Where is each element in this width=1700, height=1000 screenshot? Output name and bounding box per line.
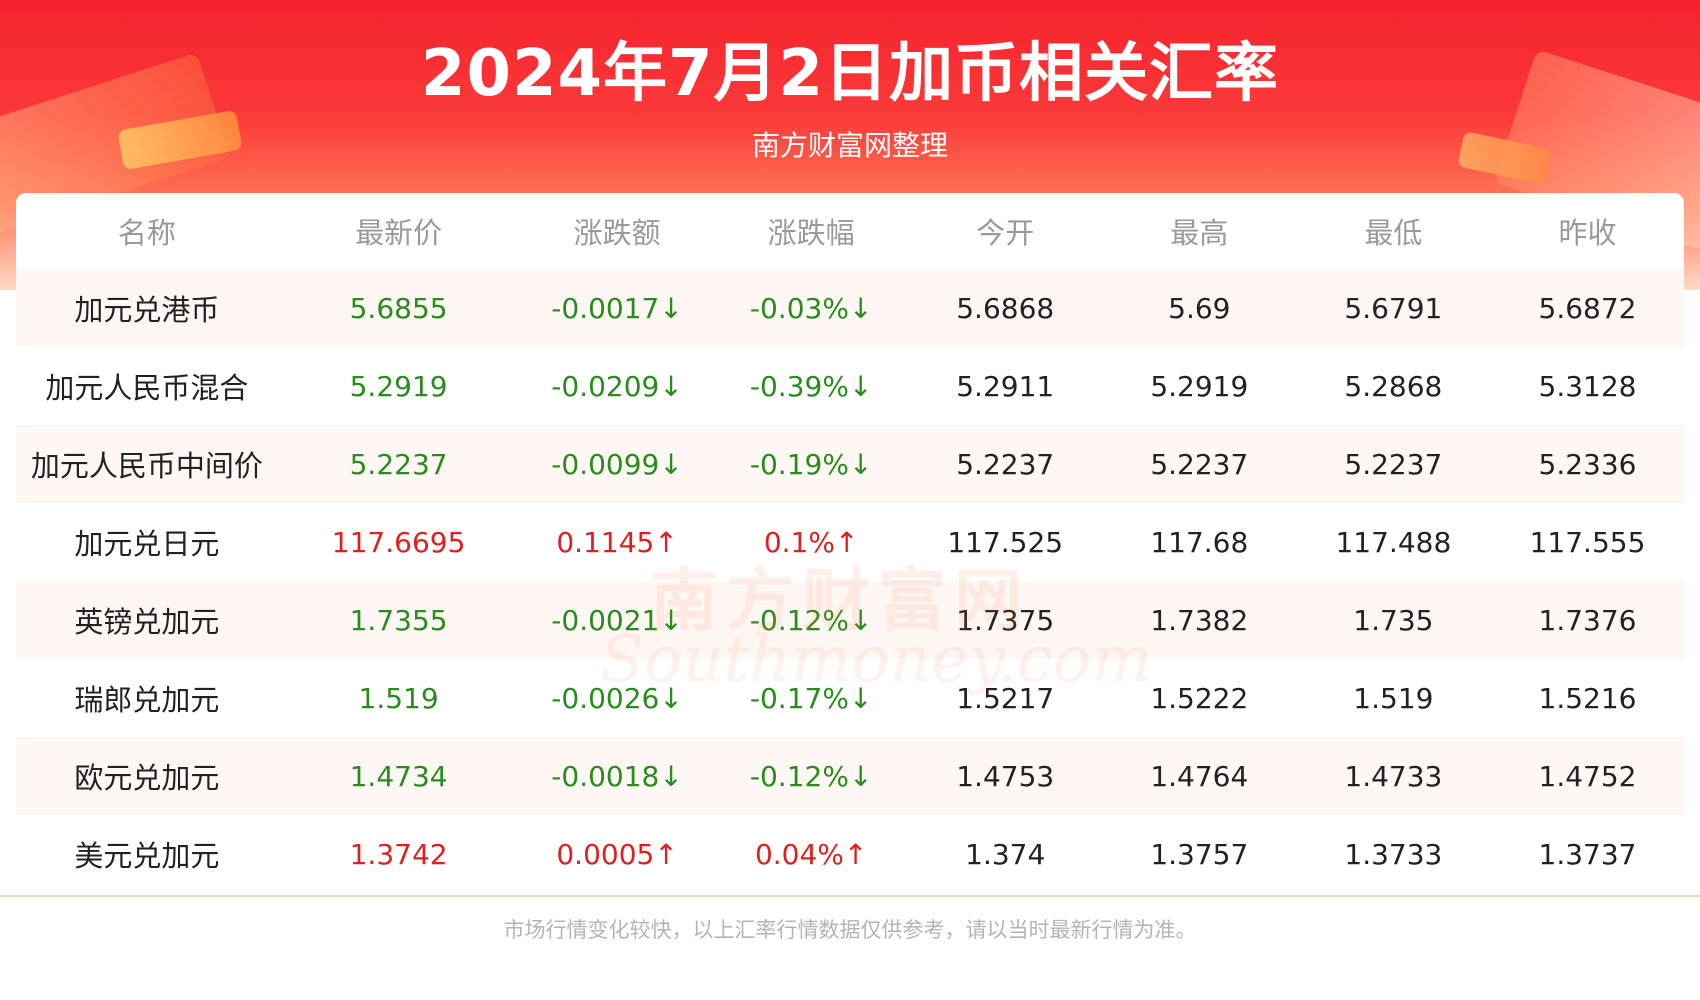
cell-name: 加元兑港币 xyxy=(16,269,278,347)
cell-change-pct: 0.04%↑ xyxy=(754,837,868,871)
cell-prev-close: 1.5216 xyxy=(1538,681,1637,715)
cell-latest: 1.3742 xyxy=(349,837,448,871)
cell-low: 1.519 xyxy=(1353,681,1434,715)
cell-change-pct: 0.1%↑ xyxy=(763,525,859,559)
page-subtitle: 南方财富网整理 xyxy=(751,129,948,162)
table-body: 加元兑港币 5.6855 -0.0017↓ -0.03%↓ 5.6868 5.69 5.67… xyxy=(16,269,1684,893)
column-header-latest: 最新价 xyxy=(355,216,443,250)
table-header: 名称 最新价 涨跌额 涨跌幅 今开 最高 最低 昨收 xyxy=(16,193,1684,269)
cell-change: -0.0209↓ xyxy=(551,369,683,403)
cell-open: 1.374 xyxy=(965,837,1046,871)
table-row: 欧元兑加元 1.4734 -0.0018↓ -0.12%↓ 1.4753 1.4764 1.… xyxy=(16,737,1684,815)
cell-prev-close: 117.555 xyxy=(1529,525,1646,559)
column-header-open: 今开 xyxy=(976,216,1035,250)
cell-change-pct: -0.12%↓ xyxy=(714,737,908,815)
cell-change-pct: -0.39%↓ xyxy=(749,369,873,403)
table-row: 加元人民币混合 5.2919 -0.0209↓ -0.39%↓ 5.2911 5.2919… xyxy=(16,347,1684,425)
cell-low: 1.3733 xyxy=(1344,837,1443,871)
cell-change-pct: -0.12%↓ xyxy=(714,581,908,659)
column-header-change-pct: 涨跌幅 xyxy=(767,216,855,250)
cell-name: 加元兑日元 xyxy=(74,527,220,561)
footer-divider xyxy=(0,895,1700,897)
cell-prev-close: 5.3128 xyxy=(1538,369,1637,403)
table-row: 美元兑加元 1.3742 0.0005↑ 0.04%↑ 1.374 1.3757 1.373… xyxy=(16,815,1684,893)
cell-prev-close: 5.2336 xyxy=(1490,425,1684,503)
column-header-change: 涨跌额 xyxy=(573,216,661,250)
cell-change: -0.0026↓ xyxy=(551,681,683,715)
cell-latest: 5.2919 xyxy=(349,369,448,403)
cell-high: 5.69 xyxy=(1102,269,1296,347)
cell-low: 5.6791 xyxy=(1295,269,1491,347)
cell-change-pct: -0.19%↓ xyxy=(714,425,908,503)
cell-latest: 1.4734 xyxy=(277,737,520,815)
table-row: 英镑兑加元 1.7355 -0.0021↓ -0.12%↓ 1.7375 1.7382 1.… xyxy=(16,581,1684,659)
table-row: 加元兑港币 5.6855 -0.0017↓ -0.03%↓ 5.6868 5.69 5.67… xyxy=(16,269,1684,347)
cell-high: 1.5222 xyxy=(1150,681,1249,715)
cell-open: 5.2237 xyxy=(907,425,1103,503)
cell-high: 1.4764 xyxy=(1102,737,1296,815)
cell-latest: 1.519 xyxy=(358,681,439,715)
cell-open: 1.7375 xyxy=(907,581,1103,659)
cell-prev-close: 1.7376 xyxy=(1490,581,1684,659)
cell-open: 1.4753 xyxy=(907,737,1103,815)
cell-change: -0.0017↓ xyxy=(519,269,715,347)
cell-change: 0.0005↑ xyxy=(556,837,678,871)
cell-name: 欧元兑加元 xyxy=(16,737,278,815)
cell-open: 5.2911 xyxy=(956,369,1055,403)
cell-change-pct: -0.03%↓ xyxy=(714,269,908,347)
cell-name: 加元人民币中间价 xyxy=(16,425,278,503)
cell-change: -0.0021↓ xyxy=(519,581,715,659)
cell-latest: 5.6855 xyxy=(277,269,520,347)
cell-change: 0.1145↑ xyxy=(556,525,678,559)
cell-prev-close: 1.4752 xyxy=(1490,737,1684,815)
cell-change: -0.0018↓ xyxy=(519,737,715,815)
column-header-prev-close: 昨收 xyxy=(1558,216,1617,250)
exchange-rate-table: 名称 最新价 涨跌额 涨跌幅 今开 最高 最低 昨收 加元兑港币 5.6855 -0… xyxy=(16,193,1684,893)
cell-low: 5.2237 xyxy=(1295,425,1491,503)
cell-low: 1.735 xyxy=(1295,581,1491,659)
table-row: 瑞郎兑加元 1.519 -0.0026↓ -0.17%↓ 1.5217 1.5222 1.5… xyxy=(16,659,1684,737)
cell-change: -0.0099↓ xyxy=(519,425,715,503)
footer-note: 市场行情变化较快，以上汇率行情数据仅供参考，请以当时最新行情为准。 xyxy=(503,918,1197,942)
cell-low: 5.2868 xyxy=(1344,369,1443,403)
column-header-low: 最低 xyxy=(1364,216,1423,250)
cell-prev-close: 1.3737 xyxy=(1538,837,1637,871)
column-header-high: 最高 xyxy=(1170,216,1229,250)
cell-open: 5.6868 xyxy=(907,269,1103,347)
cell-open: 1.5217 xyxy=(956,681,1055,715)
page-title: 2024年7月2日加币相关汇率 xyxy=(420,37,1280,111)
table-row: 加元兑日元 117.6695 0.1145↑ 0.1%↑ 117.525 117.68 11… xyxy=(16,503,1684,581)
cell-low: 117.488 xyxy=(1335,525,1452,559)
cell-high: 117.68 xyxy=(1150,525,1249,559)
cell-high: 5.2919 xyxy=(1150,369,1249,403)
cell-open: 117.525 xyxy=(947,525,1064,559)
cell-name: 瑞郎兑加元 xyxy=(74,683,220,717)
cell-name: 加元人民币混合 xyxy=(45,371,249,405)
cell-latest: 5.2237 xyxy=(277,425,520,503)
cell-name: 英镑兑加元 xyxy=(16,581,278,659)
cell-high: 1.3757 xyxy=(1150,837,1249,871)
cell-low: 1.4733 xyxy=(1295,737,1491,815)
table-row: 加元人民币中间价 5.2237 -0.0099↓ -0.19%↓ 5.2237 5.223… xyxy=(16,425,1684,503)
cell-latest: 117.6695 xyxy=(331,525,466,559)
cell-change-pct: -0.17%↓ xyxy=(749,681,873,715)
cell-prev-close: 5.6872 xyxy=(1490,269,1684,347)
cell-name: 美元兑加元 xyxy=(74,839,220,873)
cell-latest: 1.7355 xyxy=(277,581,520,659)
cell-high: 5.2237 xyxy=(1102,425,1296,503)
cell-high: 1.7382 xyxy=(1102,581,1296,659)
column-header-name: 名称 xyxy=(117,216,176,250)
